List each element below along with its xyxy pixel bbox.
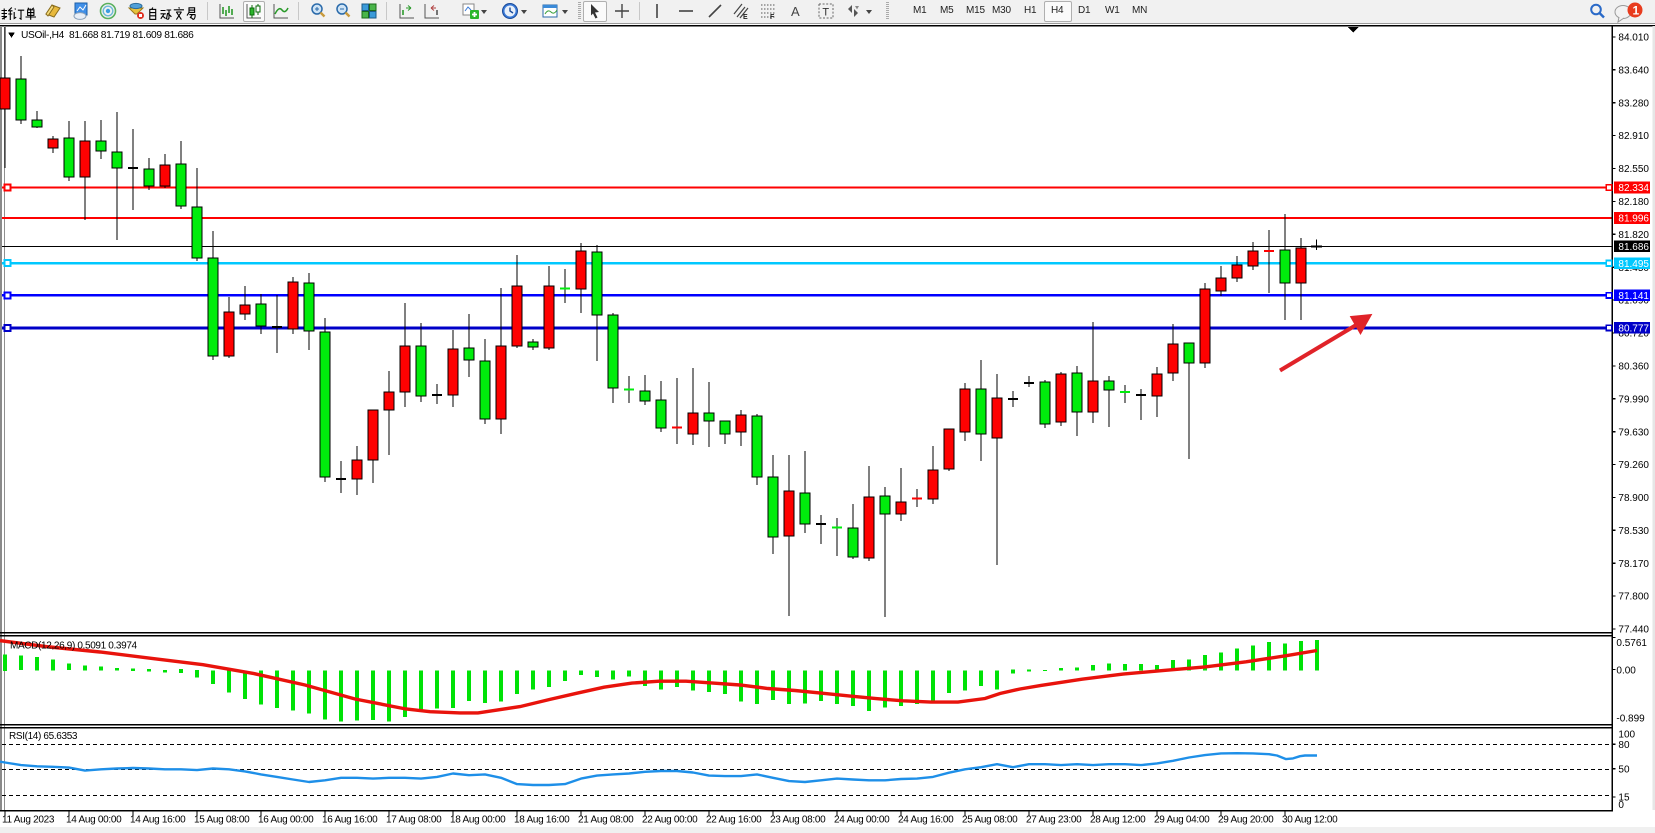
svg-text:50: 50 (1618, 765, 1630, 776)
svg-text:USOil-,H4 81.668 81.719 81.60: USOil-,H4 81.668 81.719 81.609 81.686 (21, 30, 194, 41)
svg-text:15: 15 (1618, 793, 1630, 804)
svg-text:24 Aug 16:00: 24 Aug 16:00 (898, 815, 954, 826)
svg-text:78.170: 78.170 (1618, 559, 1649, 570)
svg-text:14 Aug 16:00: 14 Aug 16:00 (130, 815, 186, 826)
svg-text:80.360: 80.360 (1618, 362, 1649, 373)
svg-text:25 Aug 08:00: 25 Aug 08:00 (962, 815, 1018, 826)
svg-text:82.910: 82.910 (1618, 131, 1649, 142)
svg-text:100: 100 (1618, 730, 1635, 741)
svg-text:79.630: 79.630 (1618, 427, 1649, 438)
svg-text:1: 1 (1633, 4, 1640, 18)
svg-text:82.180: 82.180 (1618, 197, 1649, 208)
svg-text:T: T (822, 6, 829, 18)
svg-text:23 Aug 08:00: 23 Aug 08:00 (770, 815, 826, 826)
svg-text:81.686: 81.686 (1618, 242, 1649, 253)
svg-text:79.990: 79.990 (1618, 394, 1649, 405)
svg-text:79.260: 79.260 (1618, 460, 1649, 471)
svg-text:22 Aug 00:00: 22 Aug 00:00 (642, 815, 698, 826)
svg-text:83.640: 83.640 (1618, 65, 1649, 76)
svg-text:29 Aug 04:00: 29 Aug 04:00 (1154, 815, 1210, 826)
svg-text:-0.899: -0.899 (1616, 714, 1645, 725)
svg-text:18 Aug 00:00: 18 Aug 00:00 (450, 815, 506, 826)
svg-text:11 Aug 2023: 11 Aug 2023 (2, 815, 55, 826)
svg-text:21 Aug 08:00: 21 Aug 08:00 (578, 815, 634, 826)
svg-text:81.495: 81.495 (1618, 259, 1649, 270)
svg-text:15 Aug 08:00: 15 Aug 08:00 (194, 815, 250, 826)
svg-text:16 Aug 16:00: 16 Aug 16:00 (322, 815, 378, 826)
svg-text:RSI(14) 65.6353: RSI(14) 65.6353 (9, 731, 78, 742)
svg-text:77.800: 77.800 (1618, 592, 1649, 603)
svg-text:78.530: 78.530 (1618, 526, 1649, 537)
svg-text:77.440: 77.440 (1618, 625, 1649, 636)
svg-text:F: F (770, 14, 775, 20)
svg-text:80.720: 80.720 (1618, 329, 1649, 340)
svg-text:81.820: 81.820 (1618, 230, 1649, 241)
svg-text:28 Aug 12:00: 28 Aug 12:00 (1090, 815, 1146, 826)
svg-text:30 Aug 12:00: 30 Aug 12:00 (1282, 815, 1338, 826)
svg-text:24 Aug 00:00: 24 Aug 00:00 (834, 815, 890, 826)
svg-text:0.5761: 0.5761 (1616, 638, 1647, 649)
svg-text:81.996: 81.996 (1618, 214, 1649, 225)
svg-text:22 Aug 16:00: 22 Aug 16:00 (706, 815, 762, 826)
svg-text:E: E (743, 14, 748, 20)
svg-text:84.010: 84.010 (1618, 33, 1649, 44)
svg-text:0.00: 0.00 (1616, 665, 1636, 676)
svg-text:16 Aug 00:00: 16 Aug 00:00 (258, 815, 314, 826)
svg-text:82.550: 82.550 (1618, 164, 1649, 175)
svg-text:80.777: 80.777 (1618, 324, 1649, 335)
svg-text:78.900: 78.900 (1618, 493, 1649, 504)
svg-text:83.280: 83.280 (1618, 98, 1649, 109)
svg-text:82.334: 82.334 (1618, 183, 1649, 194)
svg-text:80: 80 (1618, 740, 1630, 751)
svg-text:29 Aug 20:00: 29 Aug 20:00 (1218, 815, 1274, 826)
svg-text:81.141: 81.141 (1618, 291, 1649, 302)
svg-text:27 Aug 23:00: 27 Aug 23:00 (1026, 815, 1082, 826)
svg-text:18 Aug 16:00: 18 Aug 16:00 (514, 815, 570, 826)
svg-text:14 Aug 00:00: 14 Aug 00:00 (66, 815, 122, 826)
svg-text:0: 0 (1618, 800, 1624, 811)
svg-text:17 Aug 08:00: 17 Aug 08:00 (386, 815, 442, 826)
svg-text:MACD(12,26,9) 0.5091 0.3974: MACD(12,26,9) 0.5091 0.3974 (10, 640, 138, 651)
